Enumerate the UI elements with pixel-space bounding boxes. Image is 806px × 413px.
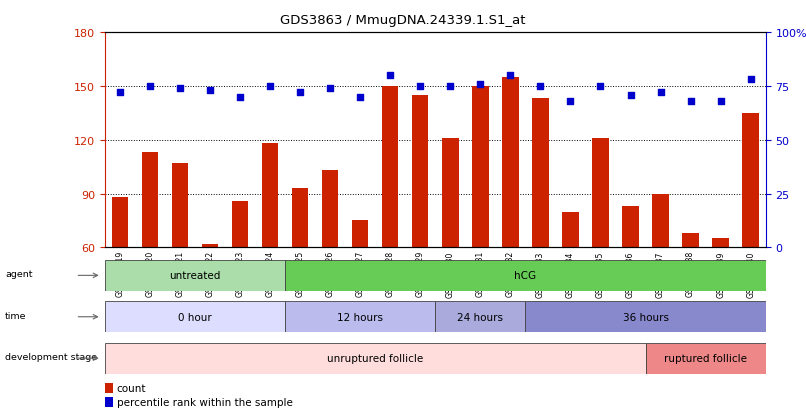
Point (594, 83, 607, 90)
Point (203, 88, 216, 94)
Point (293, 90, 306, 97)
Bar (262, 144, 278, 355)
Bar (111, 198, 128, 355)
Bar (532, 99, 549, 355)
Bar (683, 233, 699, 355)
Text: time: time (6, 311, 27, 320)
Point (654, 90, 667, 97)
Bar (652, 194, 669, 355)
Bar (285, 260, 766, 291)
Bar (382, 87, 398, 355)
Point (413, 83, 426, 90)
Bar (105, 343, 646, 374)
Bar (502, 78, 518, 355)
Bar (322, 171, 339, 355)
Bar (562, 212, 579, 355)
Point (173, 85, 186, 92)
Bar (592, 139, 609, 355)
Point (744, 77, 757, 83)
Bar (442, 139, 459, 355)
Point (324, 85, 337, 92)
Point (714, 98, 727, 105)
Bar (285, 301, 435, 332)
Point (143, 83, 156, 90)
Bar (231, 201, 248, 355)
Text: 0 hour: 0 hour (178, 312, 212, 322)
Text: untreated: untreated (169, 271, 221, 281)
Bar (412, 96, 429, 355)
Point (114, 90, 127, 97)
Bar (435, 301, 526, 332)
Bar (472, 87, 488, 355)
Bar (105, 260, 285, 291)
Text: 36 hours: 36 hours (622, 312, 668, 322)
Bar (646, 343, 766, 374)
Text: agent: agent (6, 270, 33, 279)
Bar (172, 164, 188, 355)
Text: 12 hours: 12 hours (337, 312, 383, 322)
Bar (526, 301, 766, 332)
Point (354, 94, 367, 101)
Text: count: count (117, 383, 146, 393)
Point (234, 94, 247, 101)
Bar (742, 114, 759, 355)
Point (384, 73, 397, 79)
Point (444, 83, 457, 90)
Text: GDS3863 / MmugDNA.24339.1.S1_at: GDS3863 / MmugDNA.24339.1.S1_at (280, 14, 526, 27)
Bar (105, 383, 114, 393)
Text: hCG: hCG (514, 271, 537, 281)
Bar (105, 397, 114, 407)
Bar (105, 301, 285, 332)
Text: percentile rank within the sample: percentile rank within the sample (117, 398, 293, 408)
Point (474, 81, 487, 88)
Point (684, 98, 697, 105)
Bar (713, 239, 729, 355)
Bar (622, 206, 639, 355)
Text: 24 hours: 24 hours (457, 312, 503, 322)
Point (564, 98, 577, 105)
Text: development stage: development stage (6, 352, 98, 361)
Text: unruptured follicle: unruptured follicle (327, 353, 423, 363)
Bar (292, 189, 309, 355)
Point (624, 92, 637, 99)
Point (264, 83, 276, 90)
Point (504, 73, 517, 79)
Bar (352, 221, 368, 355)
Text: ruptured follicle: ruptured follicle (664, 353, 747, 363)
Point (534, 83, 546, 90)
Bar (142, 153, 158, 355)
Bar (202, 244, 218, 355)
